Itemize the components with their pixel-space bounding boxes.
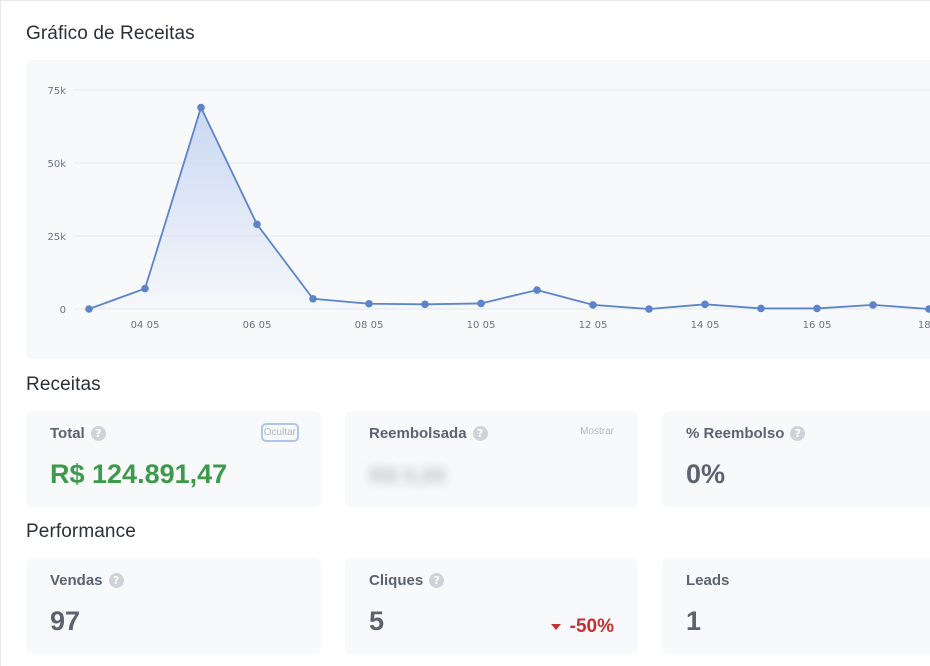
sales-card: Vendas ? 97 [26,558,321,654]
total-revenue-card: Total ? Ocultar R$ 124.891,47 [26,411,321,507]
revenue-chart: 0 25k 50k 75k 04 05 06 05 08 05 10 05 12 05 14 05… [26,60,930,359]
total-revenue-label: Total [50,425,85,442]
x-tick-label: 10 05 [467,320,496,331]
revenue-chart-svg: 0 25k 50k 75k 04 05 06 05 08 05 10 05 12 05 14 05… [47,86,930,331]
refunded-revenue-label: Reembolsada [369,425,467,442]
y-tick-label: 0 [60,305,66,316]
data-point[interactable] [197,103,205,112]
leads-label: Leads [686,572,730,589]
x-tick-label: 08 05 [355,320,384,331]
data-point[interactable] [701,300,709,309]
data-point[interactable] [365,299,373,308]
data-point[interactable] [421,300,429,309]
data-point[interactable] [757,304,765,313]
refunded-revenue-value: R$ 0,00 [369,463,447,488]
leads-value: 1 [686,606,702,636]
data-point[interactable] [869,301,877,309]
refund-percent-label: % Reembolso [686,425,785,442]
caret-down-icon [550,624,561,630]
performance-section-title: Performance [26,521,136,542]
y-tick-label: 25k [47,232,66,243]
data-point[interactable] [533,286,541,294]
data-point[interactable] [645,305,653,313]
data-point[interactable] [253,220,261,229]
question-circle-icon[interactable]: ? [90,426,106,441]
data-point[interactable] [85,305,93,313]
question-circle-icon[interactable]: ? [790,426,806,441]
question-circle-icon[interactable]: ? [108,573,124,588]
leads-card: Leads 1 [662,558,930,654]
clicks-value: 5 [369,606,385,636]
leads-label-wrap: Leads [686,572,729,589]
refund-percent-value: 0% [686,459,726,489]
x-tick-label: 18 0 [918,320,930,331]
x-tick-label: 04 05 [131,320,160,331]
x-tick-label: 06 05 [243,320,272,331]
sales-label: Vendas [50,572,103,589]
data-point[interactable] [589,301,597,309]
revenue-line [88,105,930,310]
clicks-delta: -50% [550,616,614,638]
clicks-label-wrap: Cliques ? [369,572,445,589]
question-circle-icon[interactable]: ? [472,426,488,441]
total-revenue-value: R$ 124.891,47 [50,459,228,489]
y-tick-label: 75k [47,86,66,97]
clicks-label: Cliques [369,572,424,589]
receitas-section-title: Receitas [26,374,101,395]
total-revenue-label-wrap: Total ? [50,425,106,442]
x-tick-label: 12 05 [579,320,608,331]
question-circle-icon[interactable]: ? [429,573,445,588]
sales-value: 97 [50,606,81,636]
sales-label-wrap: Vendas ? [50,572,124,589]
clicks-delta-value: -50% [569,616,614,637]
refund-percent-card: % Reembolso ? 0% [662,411,930,507]
x-tick-label: 16 05 [803,320,832,331]
data-point[interactable] [925,305,930,313]
data-point[interactable] [141,284,149,293]
refund-percent-label-wrap: % Reembolso ? [686,425,806,442]
x-tick-label: 14 05 [691,320,720,331]
data-point[interactable] [813,304,821,313]
data-point[interactable] [309,294,317,303]
show-value-button[interactable]: Mostrar [578,423,616,440]
chart-section-title: Gráfico de Receitas [26,23,195,44]
refunded-revenue-card: Reembolsada ? Mostrar R$ 0,00 [345,411,638,507]
clicks-card: Cliques ? 5 -50% [345,558,638,654]
data-point[interactable] [477,299,485,308]
revenue-area [89,107,929,309]
y-tick-label: 50k [47,159,66,170]
hide-value-button[interactable]: Ocultar [260,423,299,442]
refunded-revenue-label-wrap: Reembolsada ? [369,425,488,442]
